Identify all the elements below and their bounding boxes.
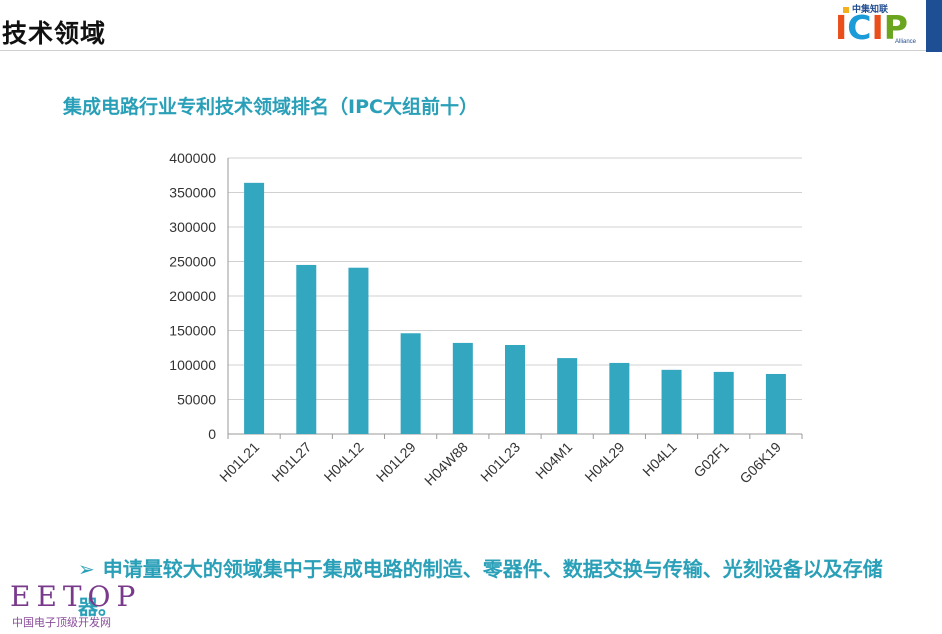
x-tick-label: H04M1	[532, 439, 575, 482]
bar	[713, 371, 734, 434]
x-tick-label: H04L1	[639, 439, 680, 480]
watermark-subtitle: 中国电子顶级开发网	[12, 616, 111, 629]
conclusion-bullet: ➢ 申请量较大的领域集中于集成电路的制造、零器件、数据交换与传输、光刻设备以及存储…	[78, 550, 918, 626]
bar	[505, 344, 525, 434]
chart-title: 集成电路行业专利技术领域排名（IPC大组前十）	[63, 96, 478, 118]
x-tick-label: H04L29	[581, 439, 627, 485]
bar	[609, 362, 630, 434]
y-tick-label: 400000	[169, 150, 216, 166]
x-tick-label: G06K19	[736, 439, 784, 487]
bar	[557, 358, 578, 434]
x-tick-label: H01L27	[268, 439, 314, 485]
x-tick-label: H01L21	[216, 439, 262, 485]
y-tick-label: 0	[208, 426, 216, 442]
x-tick-label: H01L29	[373, 439, 419, 485]
y-tick-label: 200000	[169, 288, 216, 304]
arrow-bullet-icon: ➢	[78, 557, 95, 581]
bar	[452, 342, 473, 434]
watermark-logo: EETOP	[10, 580, 142, 613]
logo-sub-text: Alliance	[895, 39, 917, 45]
y-tick-label: 100000	[169, 357, 216, 373]
conclusion-text: 申请量较大的领域集中于集成电路的制造、零器件、数据交换与传输、光刻设备以及存储器…	[78, 557, 883, 619]
y-tick-label: 50000	[177, 392, 216, 408]
slide-title: 技术领域	[2, 19, 107, 48]
x-tick-label: H04L12	[321, 439, 367, 485]
y-tick-label: 350000	[169, 185, 216, 201]
bar	[348, 267, 369, 434]
icip-logo: 中集知联 ICIP Alliance	[835, 5, 917, 47]
y-tick-label: 300000	[169, 219, 216, 235]
logo-accent-bar	[926, 0, 942, 52]
logo-top-text: 中集知联	[852, 5, 889, 15]
x-tick-label: G02F1	[690, 439, 732, 481]
title-divider	[0, 50, 942, 51]
y-tick-label: 150000	[169, 323, 216, 339]
bar	[244, 182, 265, 434]
x-tick-label: H04W88	[421, 439, 471, 489]
bar	[296, 264, 317, 434]
bar	[765, 373, 786, 434]
bar	[661, 369, 682, 434]
y-tick-label: 250000	[169, 254, 216, 270]
bar	[400, 333, 421, 434]
x-tick-label: H01L23	[477, 439, 523, 485]
